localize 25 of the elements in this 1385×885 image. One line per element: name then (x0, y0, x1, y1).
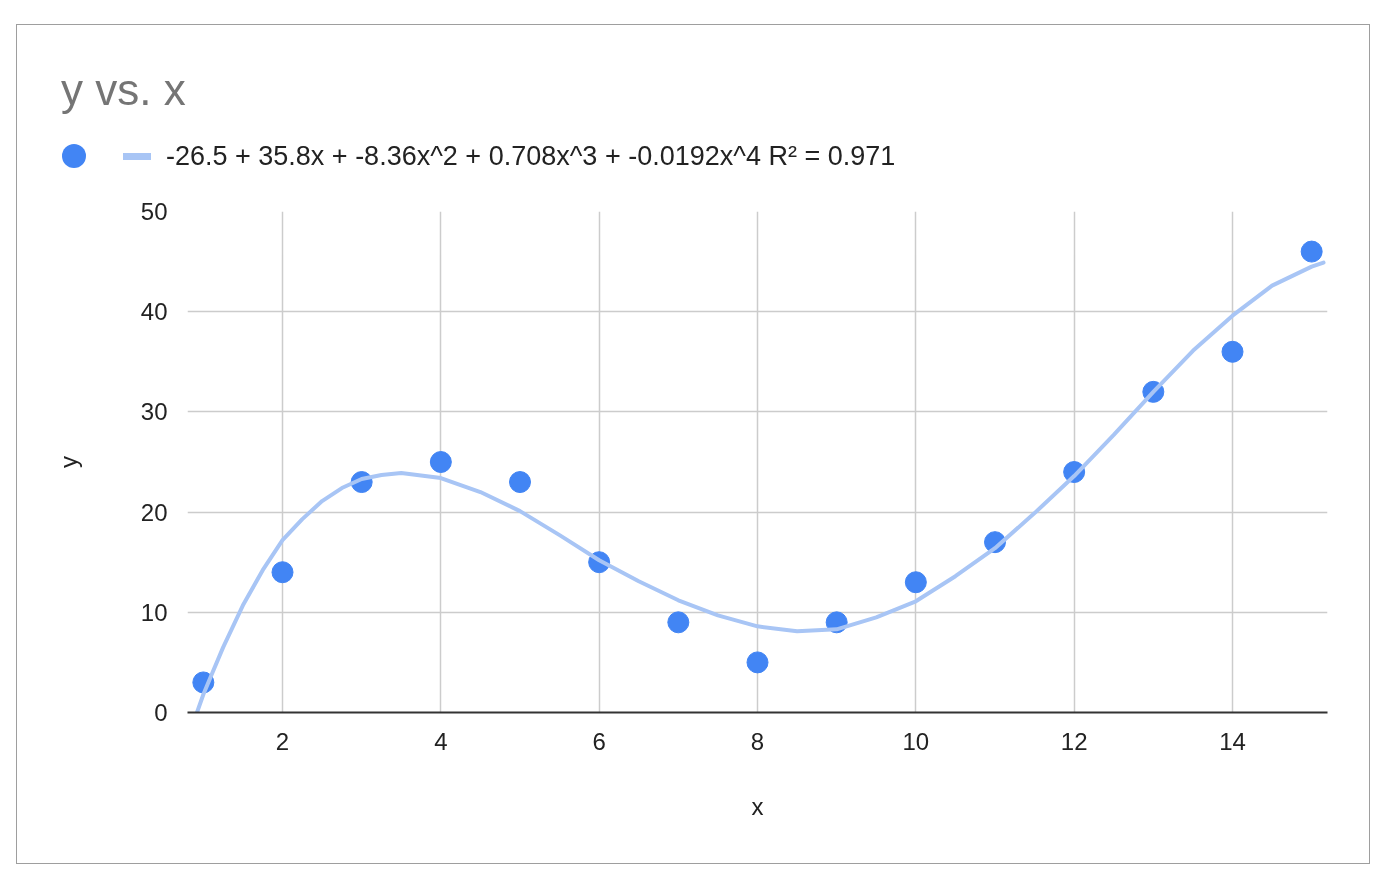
point (746, 651, 769, 674)
y-tick-label: 0 (154, 699, 168, 726)
x-tick-label: 8 (750, 727, 765, 755)
y-tick-label: 40 (140, 298, 168, 326)
y-tick-label: 10 (140, 598, 168, 626)
legend-label: -26.5 + 35.8x + -8.36x^2 + 0.708x^3 + -0.0192x^4 R² = 0.971 (166, 139, 896, 173)
x-tick-label: 12 (1060, 727, 1088, 755)
point (271, 561, 294, 584)
chart-title: y vs. x (61, 64, 186, 115)
x-axis-title: x (751, 792, 764, 820)
y-tick-label: 20 (140, 498, 168, 526)
x-tick-label: 2 (275, 727, 290, 755)
y-tick-label: 50 (140, 198, 168, 225)
x-tick-label: 4 (434, 727, 448, 755)
x-tick-label: 10 (902, 727, 930, 755)
point (667, 611, 690, 634)
point (509, 471, 531, 494)
y-axis-title: y (54, 456, 82, 468)
x-tick-label: 14 (1219, 727, 1246, 755)
point (1300, 240, 1323, 263)
y-tick-label: 30 (140, 398, 168, 426)
x-tick-label: 6 (592, 727, 606, 755)
point (429, 451, 452, 473)
point (1221, 340, 1244, 363)
point (904, 571, 927, 594)
